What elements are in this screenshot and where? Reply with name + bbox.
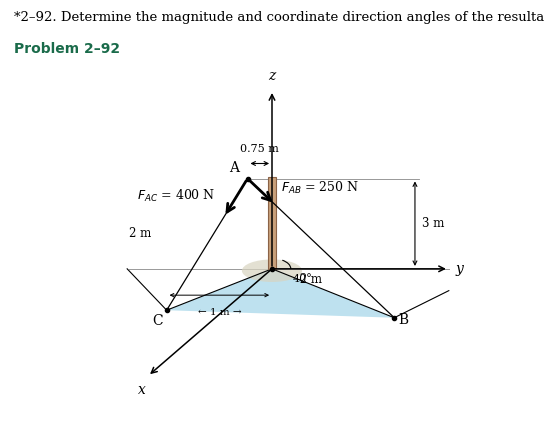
Text: 0.75 m: 0.75 m bbox=[240, 144, 279, 154]
Text: x: x bbox=[138, 383, 146, 397]
Text: 2 m: 2 m bbox=[129, 227, 151, 240]
Text: y: y bbox=[455, 262, 463, 276]
Text: 2 m: 2 m bbox=[296, 273, 323, 286]
Text: 40°: 40° bbox=[293, 275, 312, 285]
Text: B: B bbox=[399, 312, 409, 326]
Text: *2–92. Determine the magnitude and coordinate direction angles of the resultant : *2–92. Determine the magnitude and coord… bbox=[14, 11, 544, 24]
Text: A: A bbox=[229, 161, 239, 175]
Ellipse shape bbox=[242, 260, 302, 282]
Text: ← 1 m →: ← 1 m → bbox=[197, 308, 241, 317]
FancyBboxPatch shape bbox=[268, 176, 276, 269]
Text: $F_{AC}$ = 400 N: $F_{AC}$ = 400 N bbox=[137, 187, 215, 204]
Text: Problem 2–92: Problem 2–92 bbox=[14, 42, 120, 56]
Polygon shape bbox=[166, 269, 394, 318]
Text: z: z bbox=[268, 69, 276, 83]
Text: $F_{AB}$ = 250 N: $F_{AB}$ = 250 N bbox=[281, 180, 360, 196]
Text: 3 m: 3 m bbox=[423, 217, 445, 230]
Text: C: C bbox=[152, 314, 163, 328]
